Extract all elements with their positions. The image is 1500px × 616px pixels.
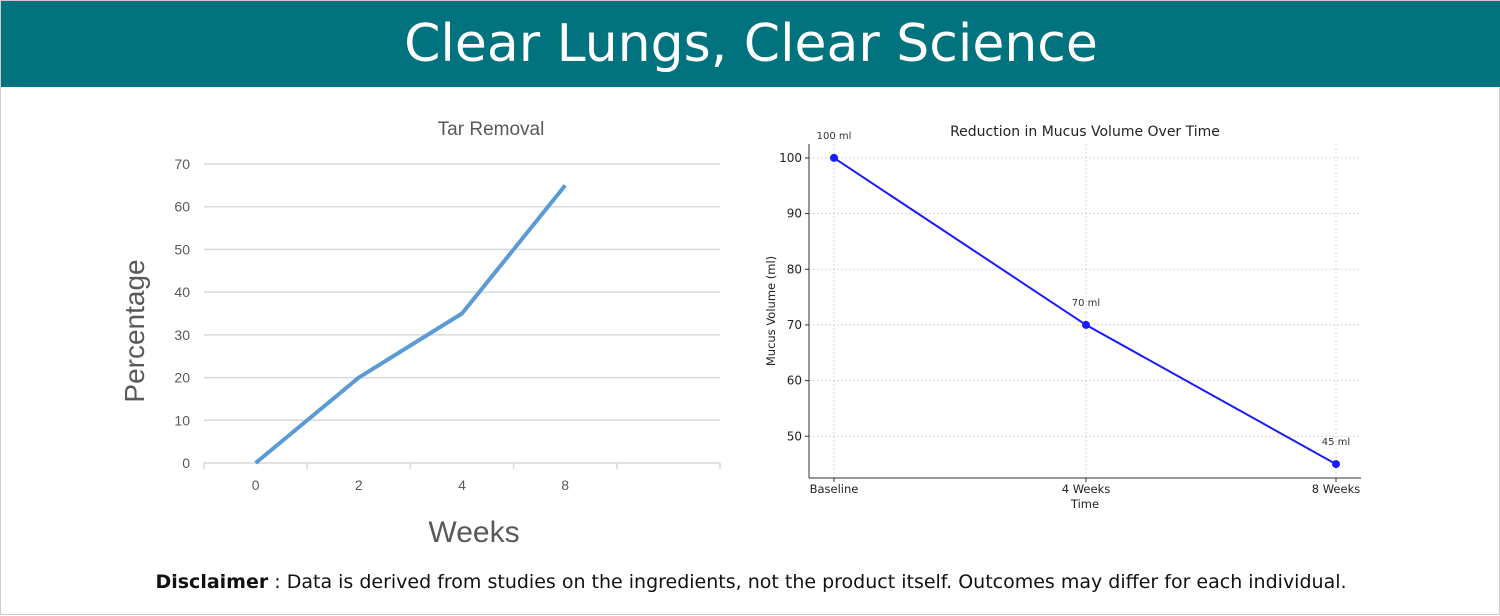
data-label: 70 ml xyxy=(1072,298,1100,309)
chart-title: Reduction in Mucus Volume Over Time xyxy=(950,124,1220,140)
y-tick-label: 80 xyxy=(787,262,802,276)
y-tick-label: 90 xyxy=(787,207,802,221)
y-axis-label: Mucus Volume (ml) xyxy=(764,256,778,366)
x-tick-label: 8 Weeks xyxy=(1312,482,1360,496)
data-point xyxy=(830,154,838,162)
y-tick-label: 70 xyxy=(787,318,802,332)
y-tick-label: 100 xyxy=(779,151,802,165)
x-tick-label: 4 Weeks xyxy=(1062,482,1110,496)
y-tick-label: 50 xyxy=(787,429,802,443)
disclaimer: Disclaimer : Data is derived from studie… xyxy=(1,571,1500,593)
data-label: 45 ml xyxy=(1322,437,1350,448)
disclaimer-separator: : xyxy=(268,571,286,593)
mucus-volume-line xyxy=(834,158,1336,464)
data-point xyxy=(1332,460,1340,468)
x-axis-label: Time xyxy=(1070,497,1099,511)
data-label: 100 ml xyxy=(817,131,852,142)
x-tick-label: Baseline xyxy=(810,482,859,496)
y-tick-label: 60 xyxy=(787,374,802,388)
data-point xyxy=(1082,321,1090,329)
disclaimer-label: Disclaimer xyxy=(155,571,268,593)
disclaimer-text: Data is derived from studies on the ingr… xyxy=(287,571,1347,593)
